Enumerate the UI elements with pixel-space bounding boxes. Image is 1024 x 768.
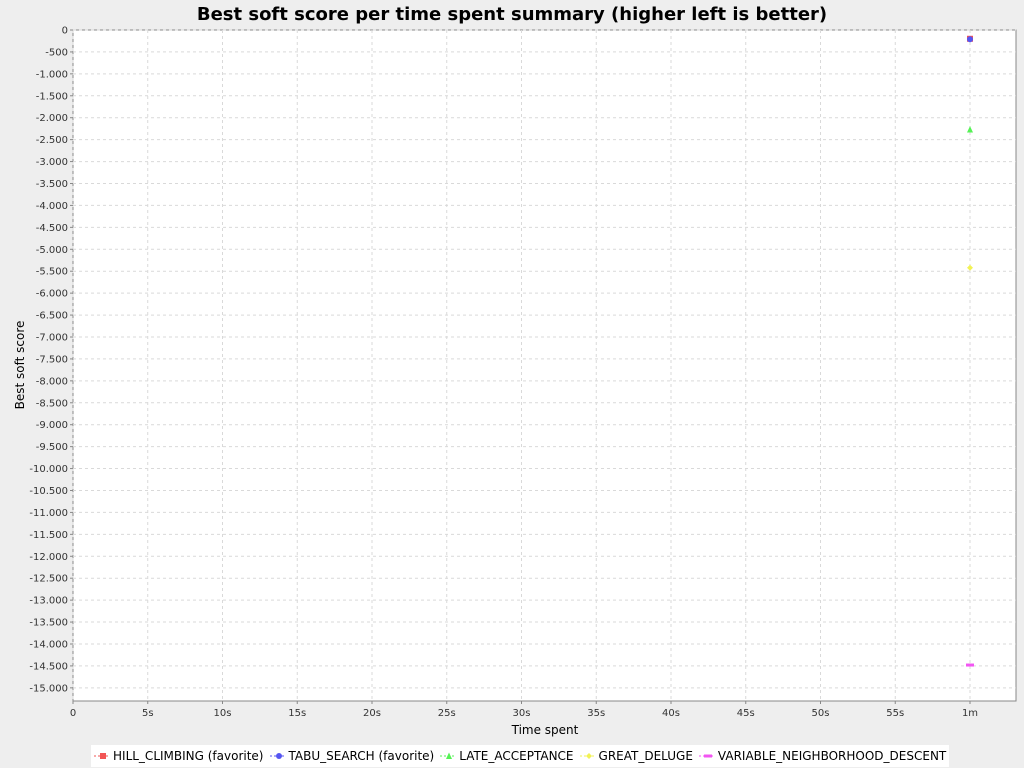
y-tick-label: -12.500 xyxy=(29,574,68,585)
legend-label: HILL_CLIMBING (favorite) xyxy=(113,749,264,763)
legend-marker xyxy=(585,753,592,759)
data-point-circle xyxy=(967,36,973,43)
y-tick-label: -14.500 xyxy=(29,661,68,672)
x-axis-label: Time spent xyxy=(511,723,579,737)
legend-marker xyxy=(100,753,106,759)
x-axis-ticks: 0 5s 10s 15s 20s 25s 30s 35s 40s 45s 50s 55s 1m xyxy=(70,701,978,719)
y-axis-label: Best soft score xyxy=(13,321,27,410)
chart-title: Best soft score per time spent summary (… xyxy=(197,4,827,25)
x-tick-label: 30s xyxy=(513,708,531,719)
y-tick-label: -8.500 xyxy=(36,398,68,409)
data-point-bar xyxy=(966,663,974,667)
legend-swatch-icon xyxy=(269,753,284,759)
legend-label: VARIABLE_NEIGHBORHOOD_DESCENT xyxy=(717,749,947,763)
grid-layer xyxy=(72,29,1016,701)
legend-swatch-icon xyxy=(440,752,455,759)
y-tick-label: -1.000 xyxy=(36,69,68,80)
legend-label: LATE_ACCEPTANCE xyxy=(459,749,574,763)
legend-item: TABU_SEARCH (favorite) xyxy=(269,749,435,763)
x-tick-label: 25s xyxy=(438,708,456,719)
legend-swatch-icon xyxy=(698,754,713,758)
y-tick-label: -14.000 xyxy=(29,639,68,650)
x-tick-label: 40s xyxy=(662,708,680,719)
y-tick-label: -10.000 xyxy=(29,464,68,475)
y-tick-label: -6.500 xyxy=(36,311,68,322)
legend-item: HILL_CLIMBING (favorite) xyxy=(94,749,264,763)
y-tick-label: -9.000 xyxy=(36,420,68,431)
y-tick-label: -1.500 xyxy=(36,91,68,102)
y-tick-label: -2.000 xyxy=(36,113,68,124)
y-tick-label: -12.000 xyxy=(29,552,68,563)
x-tick-label: 1m xyxy=(962,708,978,719)
x-tick-label: 55s xyxy=(886,708,904,719)
legend-swatch-icon xyxy=(94,753,108,759)
y-tick-label: -4.000 xyxy=(36,201,68,212)
data-point-triangle xyxy=(967,126,973,133)
x-tick-label: 10s xyxy=(214,708,232,719)
y-tick-label: -11.500 xyxy=(29,530,68,541)
x-tick-label: 15s xyxy=(288,708,306,719)
x-tick-label: 50s xyxy=(812,708,830,719)
y-tick-label: -4.500 xyxy=(36,223,68,234)
y-tick-label: -500 xyxy=(45,47,68,58)
y-tick-label: -2.500 xyxy=(36,135,68,146)
y-tick-label: -10.500 xyxy=(29,486,68,497)
y-tick-label: -3.000 xyxy=(36,157,68,168)
y-tick-label: 0 xyxy=(62,26,68,37)
y-tick-label: -7.000 xyxy=(36,332,68,343)
legend-swatch-icon xyxy=(579,753,594,759)
y-tick-label: -7.500 xyxy=(36,354,68,365)
legend-item: LATE_ACCEPTANCE xyxy=(440,749,574,763)
y-tick-label: -13.500 xyxy=(29,618,68,629)
y-tick-label: -11.000 xyxy=(29,508,68,519)
data-points xyxy=(966,35,974,667)
data-point-diamond xyxy=(967,264,973,271)
x-tick-label: 0 xyxy=(70,708,76,719)
legend-marker xyxy=(275,753,282,759)
y-tick-label: -8.000 xyxy=(36,376,68,387)
legend-item: GREAT_DELUGE xyxy=(579,749,693,763)
legend-label: TABU_SEARCH (favorite) xyxy=(288,749,435,763)
y-tick-label: -9.500 xyxy=(36,442,68,453)
x-tick-label: 45s xyxy=(737,708,755,719)
x-tick-label: 20s xyxy=(363,708,381,719)
y-tick-label: -13.000 xyxy=(29,596,68,607)
y-tick-label: -3.500 xyxy=(36,179,68,190)
x-tick-label: 5s xyxy=(142,708,154,719)
y-tick-label: -5.500 xyxy=(36,267,68,278)
legend-item: VARIABLE_NEIGHBORHOOD_DESCENT xyxy=(698,749,947,763)
legend-marker xyxy=(703,754,712,758)
y-tick-label: -6.000 xyxy=(36,289,68,300)
legend-marker xyxy=(446,752,453,759)
y-tick-label: -5.000 xyxy=(36,245,68,256)
y-axis-ticks: 0 -500 -1.000 -1.500 -2.000 -2.500 -3.000 -3.50… xyxy=(29,26,73,694)
legend: HILL_CLIMBING (favorite) TABU_SEARCH (fav… xyxy=(91,745,950,767)
legend-label: GREAT_DELUGE xyxy=(598,749,693,763)
y-tick-label: -15.000 xyxy=(29,683,68,694)
plot-area xyxy=(72,29,1017,702)
x-tick-label: 35s xyxy=(587,708,605,719)
